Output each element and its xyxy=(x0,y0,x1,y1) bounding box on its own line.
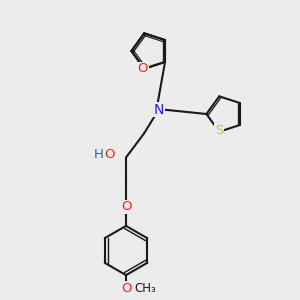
Text: H: H xyxy=(94,148,104,161)
Text: S: S xyxy=(215,124,224,137)
Text: CH₃: CH₃ xyxy=(134,282,156,295)
Text: O: O xyxy=(121,282,131,295)
Text: N: N xyxy=(154,103,164,116)
Text: O: O xyxy=(104,148,115,161)
Text: O: O xyxy=(121,200,131,214)
Text: O: O xyxy=(137,62,148,75)
